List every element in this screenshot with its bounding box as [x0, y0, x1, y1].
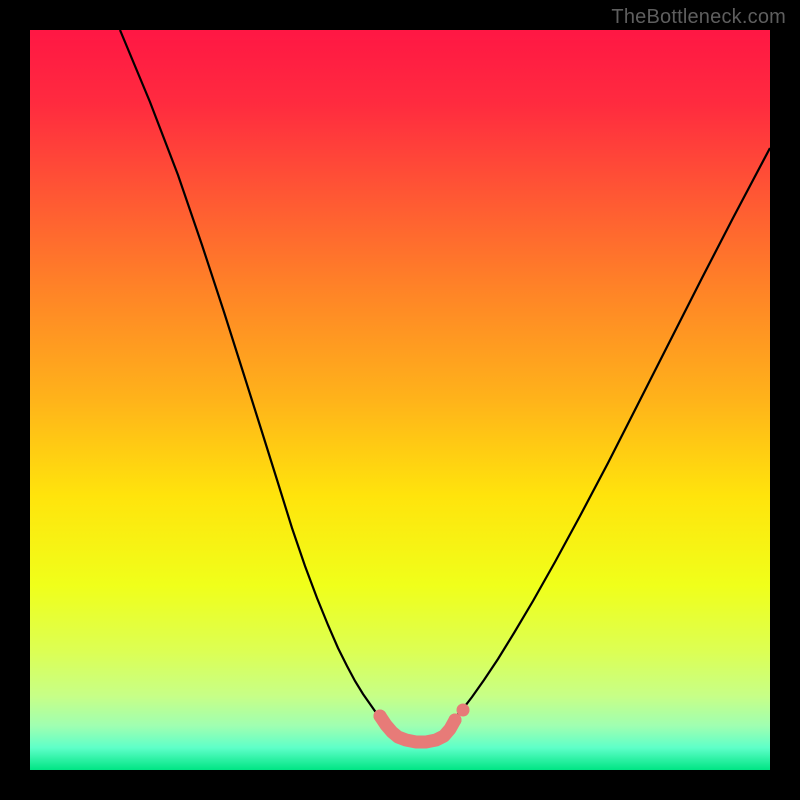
attribution-text: TheBottleneck.com — [611, 6, 786, 29]
tolerance-dot-0 — [374, 710, 387, 723]
plot-background — [30, 30, 770, 770]
tolerance-dot-2 — [457, 704, 470, 717]
